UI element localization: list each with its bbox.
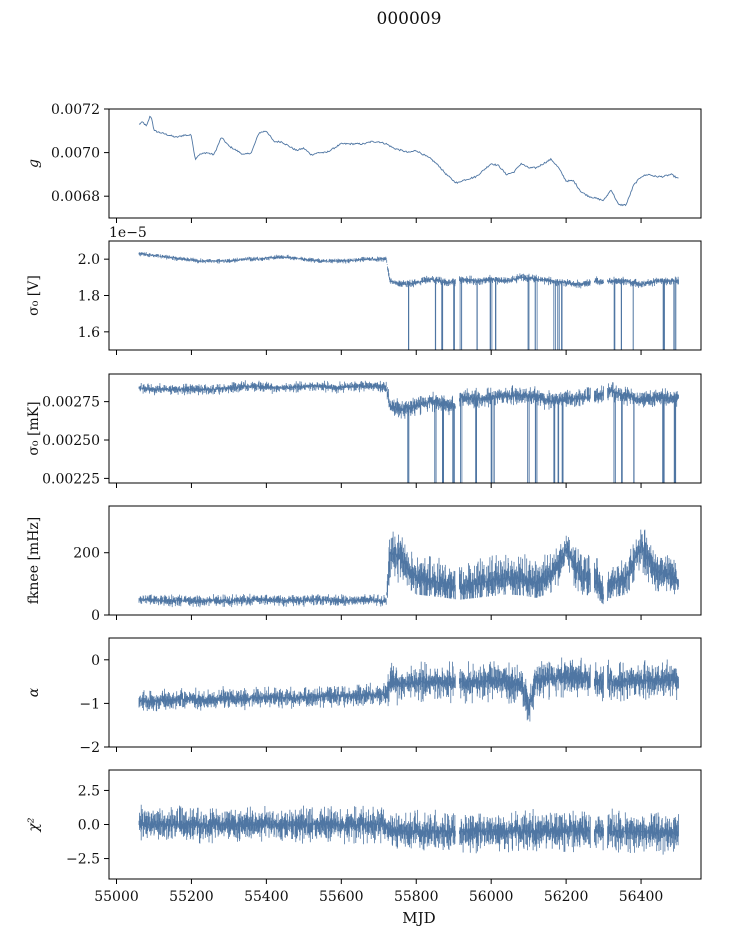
x-tick-label: 55200	[169, 889, 214, 905]
y-axis-label: σ₀ [V]	[26, 275, 42, 316]
y-tick-label: 0	[91, 608, 100, 624]
series-sigma0_mK	[138, 380, 679, 483]
panel-alpha: −2 −1 0 α	[26, 637, 702, 756]
y-tick-label: 200	[73, 546, 100, 562]
series-band	[138, 380, 679, 483]
y-tick-label: 1.8	[78, 289, 100, 305]
panels: 0.0068 0.0070 0.0072 g 1.6 1.8 2.0 1e−5 σ₀ [V] 0.…	[26, 102, 702, 905]
y-axis-label: α	[26, 687, 42, 697]
series-band	[138, 657, 679, 722]
y-tick-label: 0.0072	[51, 102, 100, 118]
series-fknee	[138, 529, 679, 608]
y-axis-label: g	[26, 159, 42, 168]
y-tick-label: 2.0	[78, 252, 100, 268]
panel-g: 0.0068 0.0070 0.0072 g	[26, 102, 702, 223]
y-tick-label: 0.00225	[42, 471, 100, 487]
y-tick-label: 0	[91, 653, 100, 669]
panel-sigma0_V: 1.6 1.8 2.0 1e−5 σ₀ [V]	[26, 225, 702, 355]
x-tick-label: 55800	[394, 889, 439, 905]
series-band	[138, 529, 679, 608]
axes-frame	[108, 108, 702, 219]
y-tick-label: 0.00250	[42, 433, 100, 449]
x-tick-label: 55600	[319, 889, 364, 905]
y-axis-label: σ₀ [mK]	[26, 401, 42, 455]
y-offset-label: 1e−5	[109, 225, 147, 241]
y-tick-label: 0.0068	[51, 189, 100, 205]
series-alpha	[138, 657, 679, 722]
y-axis-label: χ²	[26, 817, 42, 832]
x-tick-label: 55400	[244, 889, 289, 905]
x-tick-label: 56400	[619, 889, 664, 905]
panel-fknee: 0 200 fknee [mHz]	[26, 505, 702, 624]
series-band	[138, 252, 679, 350]
y-tick-label: 0.0	[78, 818, 100, 834]
x-tick-label: 56000	[469, 889, 514, 905]
y-tick-label: 2.5	[78, 783, 100, 799]
y-tick-label: −1	[79, 696, 100, 712]
axes-frame	[108, 637, 702, 748]
y-tick-label: 0.0070	[51, 146, 100, 162]
y-tick-label: −2.5	[66, 852, 100, 868]
series-line	[138, 115, 679, 207]
axes-frame	[108, 373, 702, 484]
y-tick-label: 0.00275	[42, 395, 100, 411]
series-band	[138, 804, 679, 855]
y-tick-label: −2	[79, 740, 100, 756]
series-chi2	[138, 804, 679, 855]
y-tick-label: 1.6	[78, 325, 100, 341]
x-axis-label: MJD	[402, 909, 435, 927]
series-sigma0_V	[138, 252, 679, 350]
series-g	[138, 115, 679, 207]
figure-title: 000009	[377, 9, 442, 29]
panel-chi2: −2.5 0.0 2.5 55000 55200 55400 55600 55800 56000…	[26, 769, 702, 905]
axes-frame	[108, 240, 702, 351]
x-tick-label: 55000	[94, 889, 139, 905]
axes-frame	[108, 505, 702, 616]
y-axis-label: fknee [mHz]	[26, 517, 42, 605]
x-tick-label: 56200	[544, 889, 589, 905]
